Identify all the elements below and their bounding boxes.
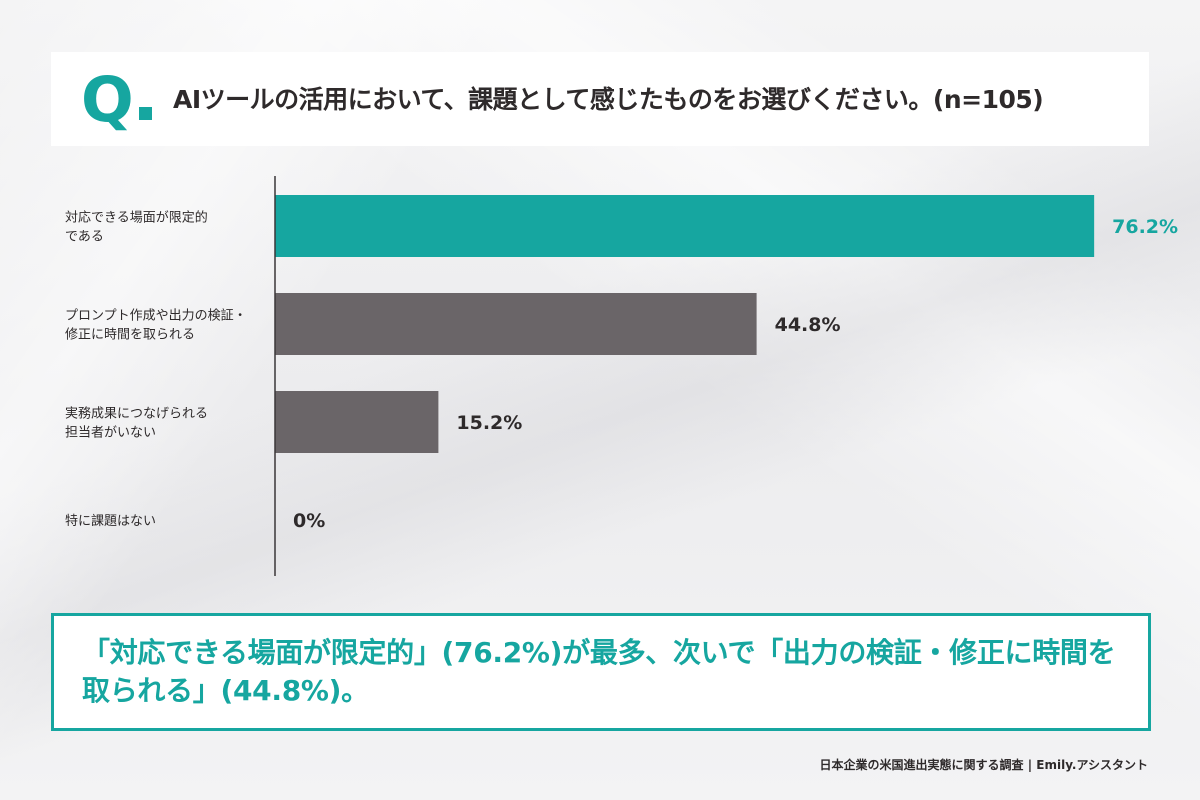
value-label-4: 0% bbox=[293, 510, 325, 532]
bar-1 bbox=[275, 195, 1095, 257]
value-label-1: 76.2% bbox=[1112, 216, 1178, 238]
category-label-1-line-2: である bbox=[65, 230, 104, 245]
q-dot bbox=[139, 107, 152, 120]
question-text: AIツールの活用において、課題として感じたものをお選びください。(n=105) bbox=[173, 85, 1044, 114]
category-label-2-line-1: プロンプト作成や出力の検証・ bbox=[65, 309, 247, 324]
bar-3 bbox=[275, 391, 439, 453]
value-label-2: 44.8% bbox=[775, 314, 841, 336]
value-label-3: 15.2% bbox=[456, 412, 522, 434]
category-label-1-line-1: 対応できる場面が限定的 bbox=[65, 210, 208, 226]
source-credit: 日本企業の米国進出実態に関する調査 | Emily.アシスタント bbox=[819, 758, 1148, 772]
category-label-2-line-2: 修正に時間を取られる bbox=[65, 328, 195, 343]
question-header: Q AIツールの活用において、課題として感じたものをお選びください。(n=105… bbox=[51, 52, 1149, 146]
summary-box: 「対応できる場面が限定的」(76.2%)が最多、次いで「出力の検証・修正に時間を… bbox=[51, 613, 1151, 731]
q-mark: Q bbox=[81, 63, 134, 136]
summary-text: 「対応できる場面が限定的」(76.2%)が最多、次いで「出力の検証・修正に時間を… bbox=[82, 636, 1116, 707]
category-label-4-line-1: 特に課題はない bbox=[65, 513, 156, 529]
category-label-3-line-2: 担当者がいない bbox=[65, 426, 156, 441]
category-label-3-line-1: 実務成果につなげられる bbox=[65, 406, 208, 422]
bar-2 bbox=[275, 293, 757, 355]
